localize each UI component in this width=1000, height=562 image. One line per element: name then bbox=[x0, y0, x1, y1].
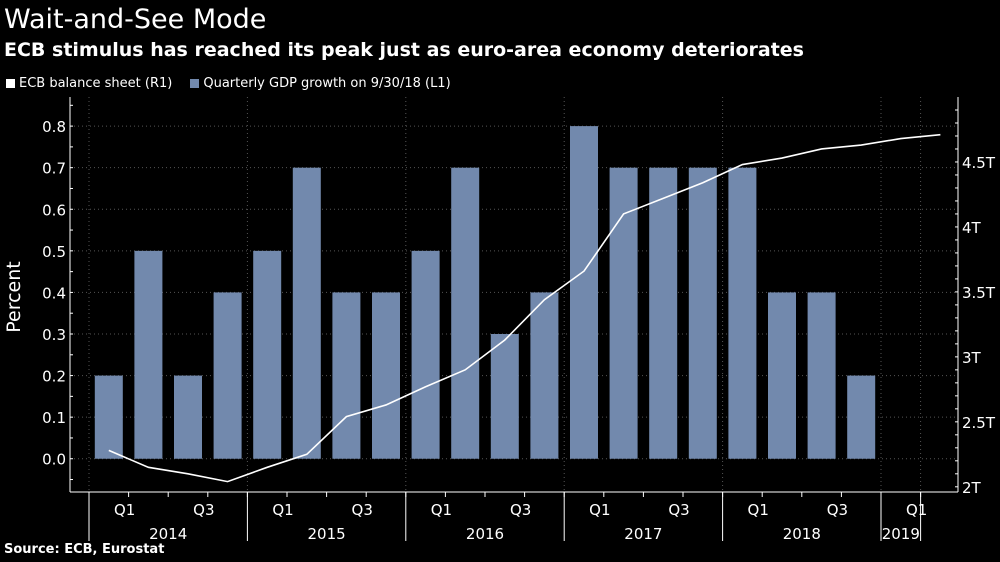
gdp-bar bbox=[174, 375, 202, 459]
x-year-label: 2018 bbox=[783, 525, 821, 543]
x-year-label: 2015 bbox=[308, 525, 346, 543]
gdp-bar bbox=[530, 292, 559, 459]
gdp-bar bbox=[332, 292, 361, 459]
y-axis-label: Percent bbox=[3, 261, 25, 333]
y-tick-label-left: 0.8 bbox=[42, 118, 66, 136]
gdp-bar bbox=[253, 250, 282, 459]
gdp-bar bbox=[411, 250, 440, 459]
line-series bbox=[108, 133, 941, 483]
x-quarter-label: Q3 bbox=[510, 501, 531, 519]
legend-swatch-balance-sheet bbox=[6, 79, 15, 88]
chart-title: Wait-and-See Mode bbox=[4, 4, 267, 35]
y-tick-label-right: 4.5T bbox=[962, 154, 996, 172]
legend-label-gdp-growth: Quarterly GDP growth on 9/30/18 (L1) bbox=[203, 76, 451, 91]
gdp-bar bbox=[134, 250, 163, 459]
y-tick-label-left: 0.1 bbox=[42, 409, 66, 427]
y-tick-label-left: 0.6 bbox=[42, 201, 66, 219]
chart-subtitle: ECB stimulus has reached its peak just a… bbox=[4, 39, 804, 61]
y-tick-label-left: 0.3 bbox=[42, 326, 66, 344]
gdp-bar bbox=[649, 167, 678, 459]
legend-item-gdp-growth: Quarterly GDP growth on 9/30/18 (L1) bbox=[190, 76, 451, 91]
x-quarter-label: Q1 bbox=[114, 501, 135, 519]
gdp-bar bbox=[490, 334, 519, 459]
x-quarter-label: Q3 bbox=[827, 501, 848, 519]
x-quarter-label: Q1 bbox=[431, 501, 452, 519]
y-tick-label-right: 4T bbox=[962, 219, 982, 237]
bar-series bbox=[94, 126, 876, 459]
x-year-label: 2017 bbox=[624, 525, 662, 543]
y-tick-label-left: 0.2 bbox=[42, 368, 66, 386]
gdp-bar bbox=[768, 292, 796, 459]
y-tick-label-right: 3T bbox=[962, 349, 982, 367]
gdp-bar bbox=[728, 167, 757, 459]
x-year-label: 2016 bbox=[466, 525, 504, 543]
y-tick-label-right: 2.5T bbox=[962, 414, 996, 432]
x-year-label: 2019 bbox=[882, 525, 920, 543]
source-note: Source: ECB, Eurostat bbox=[4, 542, 165, 557]
gdp-bar bbox=[292, 167, 321, 459]
y-tick-label-right: 3.5T bbox=[962, 284, 996, 302]
legend-swatch-gdp-growth bbox=[190, 79, 200, 88]
legend-item-balance-sheet: ECB balance sheet (R1) bbox=[6, 76, 172, 91]
y-tick-label-left: 0.5 bbox=[42, 243, 66, 261]
axes: 0.0 0.1 0.2 0.3 0.4 0.5 0.6 0.7 0.8 2T 2.5T 3T 3.5T 4… bbox=[42, 97, 996, 543]
gdp-bar bbox=[94, 375, 123, 459]
x-quarter-label: Q1 bbox=[589, 501, 610, 519]
x-quarter-label: Q1 bbox=[272, 501, 293, 519]
legend: ECB balance sheet (R1) Quarterly GDP gro… bbox=[6, 76, 469, 91]
y-tick-label-left: 0.4 bbox=[42, 284, 66, 302]
gdp-bar bbox=[372, 292, 400, 459]
x-quarter-label: Q1 bbox=[748, 501, 769, 519]
y-tick-label-left: 0.0 bbox=[42, 451, 66, 469]
x-quarter-label: Q1 bbox=[906, 501, 927, 519]
gdp-bar bbox=[688, 167, 717, 459]
x-quarter-label: Q3 bbox=[668, 501, 689, 519]
gdp-bar bbox=[213, 292, 242, 459]
gdp-bar bbox=[451, 167, 480, 459]
y-tick-label-left: 0.7 bbox=[42, 160, 66, 178]
gdp-bar bbox=[847, 375, 876, 459]
balance-sheet-line bbox=[108, 133, 941, 483]
gdp-bar bbox=[807, 292, 836, 459]
gdp-bar bbox=[570, 126, 598, 459]
gdp-bar bbox=[609, 167, 638, 459]
x-quarter-label: Q3 bbox=[352, 501, 373, 519]
x-quarter-label: Q3 bbox=[193, 501, 214, 519]
x-year-label: 2014 bbox=[149, 525, 187, 543]
legend-label-balance-sheet: ECB balance sheet (R1) bbox=[19, 76, 173, 91]
y-tick-label-right: 2T bbox=[962, 479, 982, 497]
